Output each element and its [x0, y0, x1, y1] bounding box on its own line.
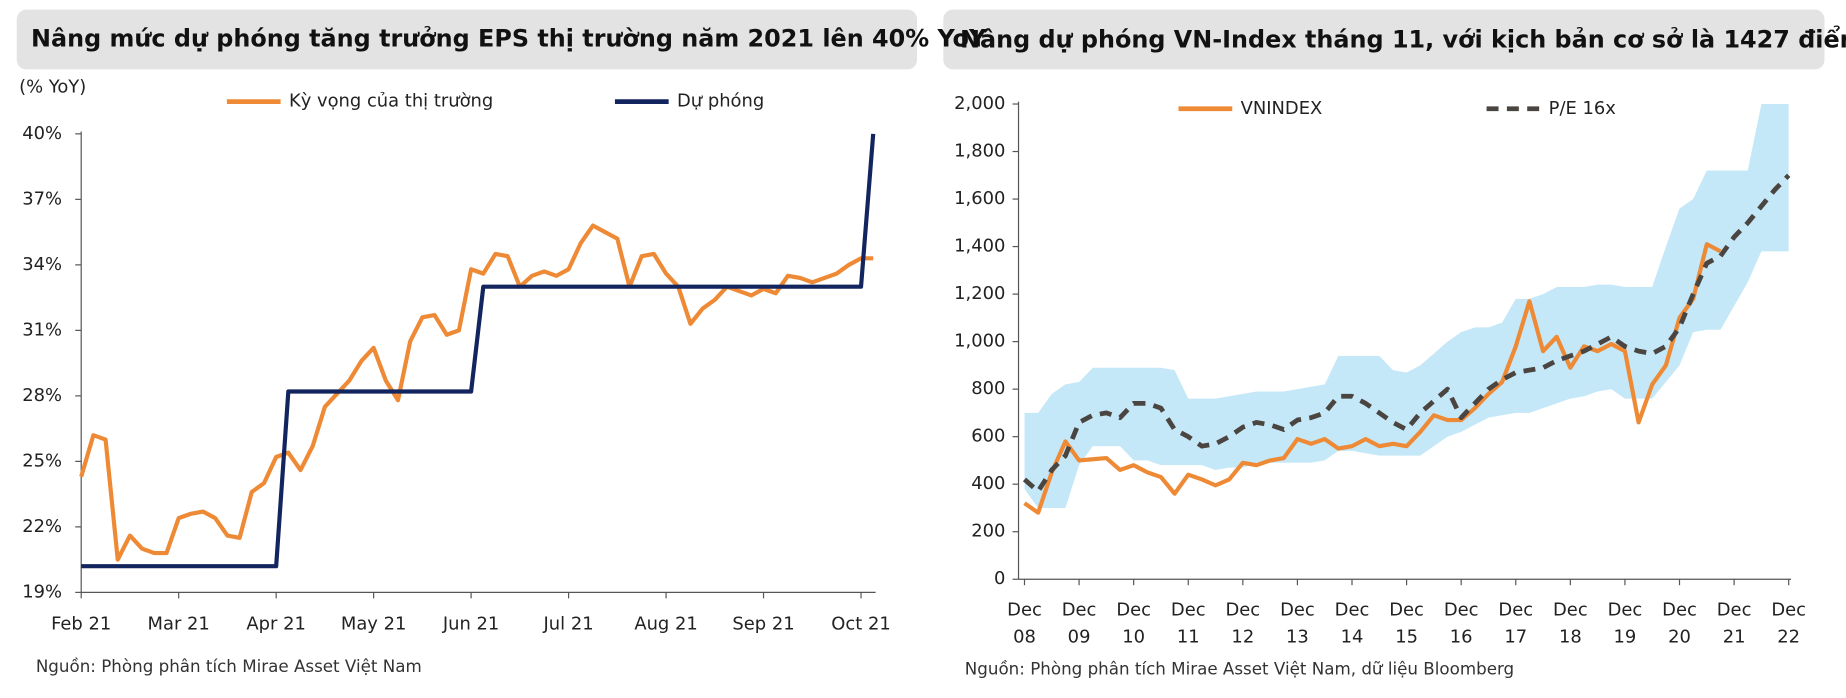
- x-tick-label-line: Dec: [1444, 599, 1479, 620]
- y-tick-label: 1,200: [954, 283, 1005, 304]
- legend-label: VNINDEX: [1241, 98, 1323, 119]
- x-tick-label: Oct 21: [831, 614, 890, 635]
- x-tick-label-line: 15: [1395, 627, 1418, 648]
- y-axis-label: (% YoY): [19, 76, 86, 97]
- y-tick-label: 800: [971, 378, 1005, 399]
- x-tick-label-line: Dec: [1662, 599, 1697, 620]
- y-tick-label: 1,000: [954, 331, 1005, 352]
- x-tick-label: Dec 09: [1062, 599, 1097, 647]
- y-tick-label: 2,000: [954, 93, 1005, 114]
- x-tick-label-line: 22: [1777, 627, 1800, 648]
- x-tick-label: Dec 21: [1717, 599, 1752, 647]
- series-line: [79, 223, 874, 562]
- x-tick-label-line: Dec: [1771, 599, 1806, 620]
- x-tick-label: Dec 08: [1007, 599, 1042, 647]
- y-tick-label: 22%: [22, 516, 62, 537]
- x-tick-label-line: Dec: [1335, 599, 1370, 620]
- x-tick-label-line: Dec: [1280, 599, 1315, 620]
- y-tick-label: 19%: [22, 581, 62, 602]
- title-box: [16, 9, 918, 70]
- x-tick-label: Apr 21: [246, 614, 305, 635]
- x-tick-label-line: Dec: [1498, 599, 1533, 620]
- band-area: [1024, 104, 1789, 508]
- y-tick-label: 31%: [22, 319, 62, 340]
- x-tick-label: Dec 13: [1280, 599, 1315, 647]
- x-tick-label: Dec 10: [1116, 599, 1151, 647]
- x-tick-label: Aug 21: [634, 614, 697, 635]
- title-box: [943, 9, 1825, 70]
- x-tick-label-line: Dec: [1171, 599, 1206, 620]
- x-tick-label-line: Dec: [1226, 599, 1261, 620]
- x-tick-label: Jun 21: [442, 614, 499, 635]
- chart-title: Nâng dự phóng VN-Index tháng 11, với kịc…: [960, 24, 1846, 54]
- x-tick-label-line: 13: [1286, 627, 1309, 648]
- x-tick-label-line: 20: [1668, 627, 1691, 648]
- x-tick-label-line: 08: [1013, 627, 1036, 648]
- series-line: [1022, 173, 1791, 494]
- y-tick-label: 0: [994, 568, 1005, 589]
- series-line: [81, 133, 876, 569]
- x-tick-label: Dec 14: [1335, 599, 1370, 647]
- y-tick-label: 1,800: [954, 141, 1005, 162]
- y-tick-label: 40%: [22, 123, 62, 144]
- series-line: [1023, 242, 1722, 515]
- x-tick-label: Dec 22: [1771, 599, 1806, 647]
- x-tick-label-line: 16: [1450, 627, 1473, 648]
- x-tick-label-line: Dec: [1389, 599, 1424, 620]
- x-tick-label: Feb 21: [51, 614, 111, 635]
- y-tick-label: 34%: [22, 254, 62, 275]
- x-tick-label-line: Dec: [1116, 599, 1151, 620]
- source: Nguồn: Phòng phân tích Mirae Asset Việt …: [36, 656, 422, 676]
- y-tick-label: 25%: [22, 450, 62, 471]
- x-tick-label: Dec 17: [1498, 599, 1533, 647]
- x-tick-label: May 21: [341, 614, 407, 635]
- x-tick-label: Dec 15: [1389, 599, 1424, 647]
- y-tick-label: 37%: [22, 188, 62, 209]
- x-tick-label-line: 21: [1723, 627, 1746, 648]
- x-tick-label-line: 18: [1559, 627, 1582, 648]
- x-tick-label-line: 17: [1504, 627, 1527, 648]
- legend-label: P/E 16x: [1549, 98, 1617, 119]
- x-tick-label: Dec 11: [1171, 599, 1206, 647]
- x-tick-label: Dec 20: [1662, 599, 1697, 647]
- x-tick-label: Dec 12: [1226, 599, 1261, 647]
- y-tick-label: 200: [971, 521, 1005, 542]
- x-tick-label: Dec 19: [1608, 599, 1643, 647]
- x-tick-label-line: 19: [1614, 627, 1637, 648]
- x-tick-label: Jul 21: [543, 614, 594, 635]
- x-tick-label-line: Dec: [1062, 599, 1097, 620]
- x-tick-label-line: 11: [1177, 627, 1200, 648]
- y-tick-label: 1,400: [954, 236, 1005, 257]
- x-tick-label-line: 14: [1341, 627, 1364, 648]
- y-tick-label: 28%: [22, 385, 62, 406]
- x-tick-label: Dec 16: [1444, 599, 1479, 647]
- x-tick-label-line: Dec: [1553, 599, 1588, 620]
- x-tick-label-line: 09: [1068, 627, 1091, 648]
- x-tick-label-line: 10: [1122, 627, 1145, 648]
- x-tick-label-line: Dec: [1007, 599, 1042, 620]
- x-tick-label: Dec 18: [1553, 599, 1588, 647]
- y-tick-label: 1,600: [954, 188, 1005, 209]
- legend-label: Kỳ vọng của thị trường: [289, 91, 493, 112]
- y-tick-label: 400: [971, 473, 1005, 494]
- x-tick-label: Sep 21: [732, 614, 794, 635]
- chart-title: Nâng mức dự phóng tăng trưởng EPS thị tr…: [31, 25, 987, 53]
- source: Nguồn: Phòng phân tích Mirae Asset Việt …: [965, 658, 1514, 678]
- x-tick-label-line: Dec: [1717, 599, 1752, 620]
- y-tick-label: 600: [971, 426, 1005, 447]
- legend-label: Dự phóng: [677, 91, 764, 112]
- x-tick-label: Mar 21: [148, 614, 210, 635]
- x-tick-label-line: 12: [1231, 627, 1254, 648]
- x-tick-label-line: Dec: [1608, 599, 1643, 620]
